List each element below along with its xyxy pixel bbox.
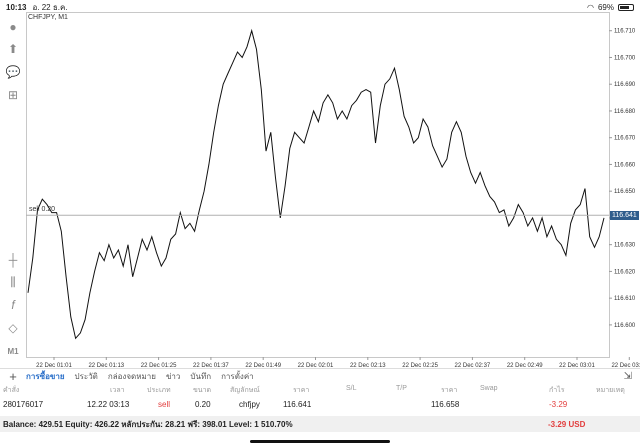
header-comment: หมายเหตุ	[596, 387, 625, 394]
header-sl: S/L	[346, 385, 357, 392]
y-tick-label: 116.680	[614, 109, 636, 115]
x-tick-label: 22 Dec 01:13	[88, 363, 124, 368]
order-type: sell	[158, 400, 171, 409]
function-icon[interactable]: f	[11, 298, 15, 312]
account-summary-text: Balance: 429.51 Equity: 426.22 หลักประกั…	[3, 419, 293, 429]
wifi-icon: ◠	[587, 2, 594, 12]
tab-news[interactable]: ข่าว	[165, 372, 181, 381]
crosshair-icon[interactable]: ┼	[8, 253, 18, 267]
status-right: ◠ 69%	[587, 3, 634, 12]
y-tick-label: 116.600	[614, 323, 636, 329]
x-tick-label: 22 Dec 03:01	[559, 363, 595, 368]
x-tick-label: 22 Dec 02:37	[455, 363, 491, 368]
header-current-price: ราคา	[441, 387, 458, 394]
header-type: ประเภท	[147, 387, 171, 394]
x-tick-label: 22 Dec 02:25	[402, 363, 438, 368]
order-current-price: 116.658	[431, 400, 460, 409]
account-icon[interactable]: ●	[9, 20, 17, 34]
y-tick-label: 116.690	[614, 82, 636, 88]
header-symbol: สัญลักษณ์	[230, 387, 260, 394]
x-tick-label: 22 Dec 02:01	[298, 363, 334, 368]
header-size: ขนาด	[193, 387, 212, 394]
x-tick-label: 22 Dec 01:01	[36, 363, 72, 368]
trade-up-icon[interactable]: ⬆	[7, 42, 19, 56]
order-time: 12.22 03:13	[87, 400, 130, 409]
current-price-tag: 116.641	[610, 210, 639, 220]
collapse-panel-icon[interactable]: ⇲	[623, 371, 632, 382]
header-tp: T/P	[396, 385, 407, 392]
status-date: อ. 22 ธ.ค.	[32, 2, 68, 12]
battery-percent: 69%	[597, 2, 614, 12]
terminal-tabs: + การซื้อขาย ประวัติ กล่องจดหมาย ข่าว บั…	[0, 368, 640, 384]
plot-frame	[26, 12, 610, 358]
tab-history[interactable]: ประวัติ	[74, 372, 98, 381]
add-document-icon[interactable]: ⊞	[7, 88, 19, 102]
header-price: ราคา	[293, 387, 310, 394]
y-tick-label: 116.620	[614, 269, 636, 275]
x-tick-label: 22 Dec 01:25	[141, 363, 177, 368]
order-symbol: chfjpy	[239, 400, 260, 409]
sell-line-label: sell 0.20	[29, 206, 56, 214]
x-tick-label: 22 Dec 03:13	[611, 363, 640, 368]
header-swap: Swap	[480, 385, 498, 392]
price-series-line	[27, 28, 605, 340]
order-id: 280176017	[3, 400, 44, 409]
tab-mailbox[interactable]: กล่องจดหมาย	[107, 372, 156, 381]
tab-settings[interactable]: การตั้งค่า	[221, 372, 254, 381]
account-summary: Balance: 429.51 Equity: 426.22 หลักประกั…	[0, 416, 640, 432]
price-chart[interactable]: 22 Dec 01:01 22 Dec 01:13 22 Dec 01:25 22 D…	[26, 12, 640, 368]
candles-icon[interactable]: ⫼	[10, 274, 16, 289]
total-profit: -3.29 USD	[548, 419, 586, 429]
battery-icon	[618, 3, 634, 11]
y-tick-label: 116.650	[614, 189, 636, 195]
chat-icon[interactable]: 💬	[5, 65, 21, 79]
timeframe-button[interactable]: M1	[7, 346, 19, 356]
order-profit: -3.29	[549, 400, 568, 409]
header-profit: กำไร	[549, 387, 565, 394]
order-size: 0.20	[195, 400, 211, 409]
table-header: คำสั่ง เวลา ประเภท ขนาด สัญลักษณ์ ราคา S…	[0, 385, 640, 397]
x-tick-label: 22 Dec 01:49	[245, 363, 281, 368]
y-tick-label: 116.630	[614, 243, 636, 249]
table-row[interactable]: 280176017 12.22 03:13 sell 0.20 chfjpy 1…	[0, 400, 640, 414]
tab-journal[interactable]: บันทึก	[190, 372, 212, 381]
tab-trade[interactable]: การซื้อขาย	[26, 372, 65, 381]
add-icon[interactable]: +	[9, 369, 17, 384]
chart-canvas: 22 Dec 01:01 22 Dec 01:13 22 Dec 01:25 22 D…	[26, 12, 640, 368]
status-time: 10:13	[6, 2, 27, 12]
y-tick-label: 116.670	[614, 136, 636, 142]
order-price: 116.641	[283, 400, 312, 409]
home-indicator	[250, 440, 390, 443]
y-tick-label: 116.700	[614, 55, 636, 61]
y-tick-label: 116.710	[614, 29, 636, 35]
header-order: คำสั่ง	[3, 387, 20, 394]
left-toolbar: ● ⬆ 💬 ⊞ ┼ ⫼ f ◇ M1	[0, 14, 26, 360]
x-tick-label: 22 Dec 02:13	[350, 363, 386, 368]
x-tick-label: 22 Dec 02:49	[507, 363, 543, 368]
y-tick-label: 116.660	[614, 162, 636, 168]
chart-symbol-label: CHFJPY, M1	[28, 14, 68, 21]
objects-icon[interactable]: ◇	[8, 321, 18, 335]
status-bar: 10:13 อ. 22 ธ.ค. ◠ 69%	[0, 0, 640, 14]
header-time: เวลา	[110, 387, 125, 394]
x-tick-label: 22 Dec 01:37	[193, 363, 229, 368]
y-tick-label: 116.610	[614, 296, 636, 302]
